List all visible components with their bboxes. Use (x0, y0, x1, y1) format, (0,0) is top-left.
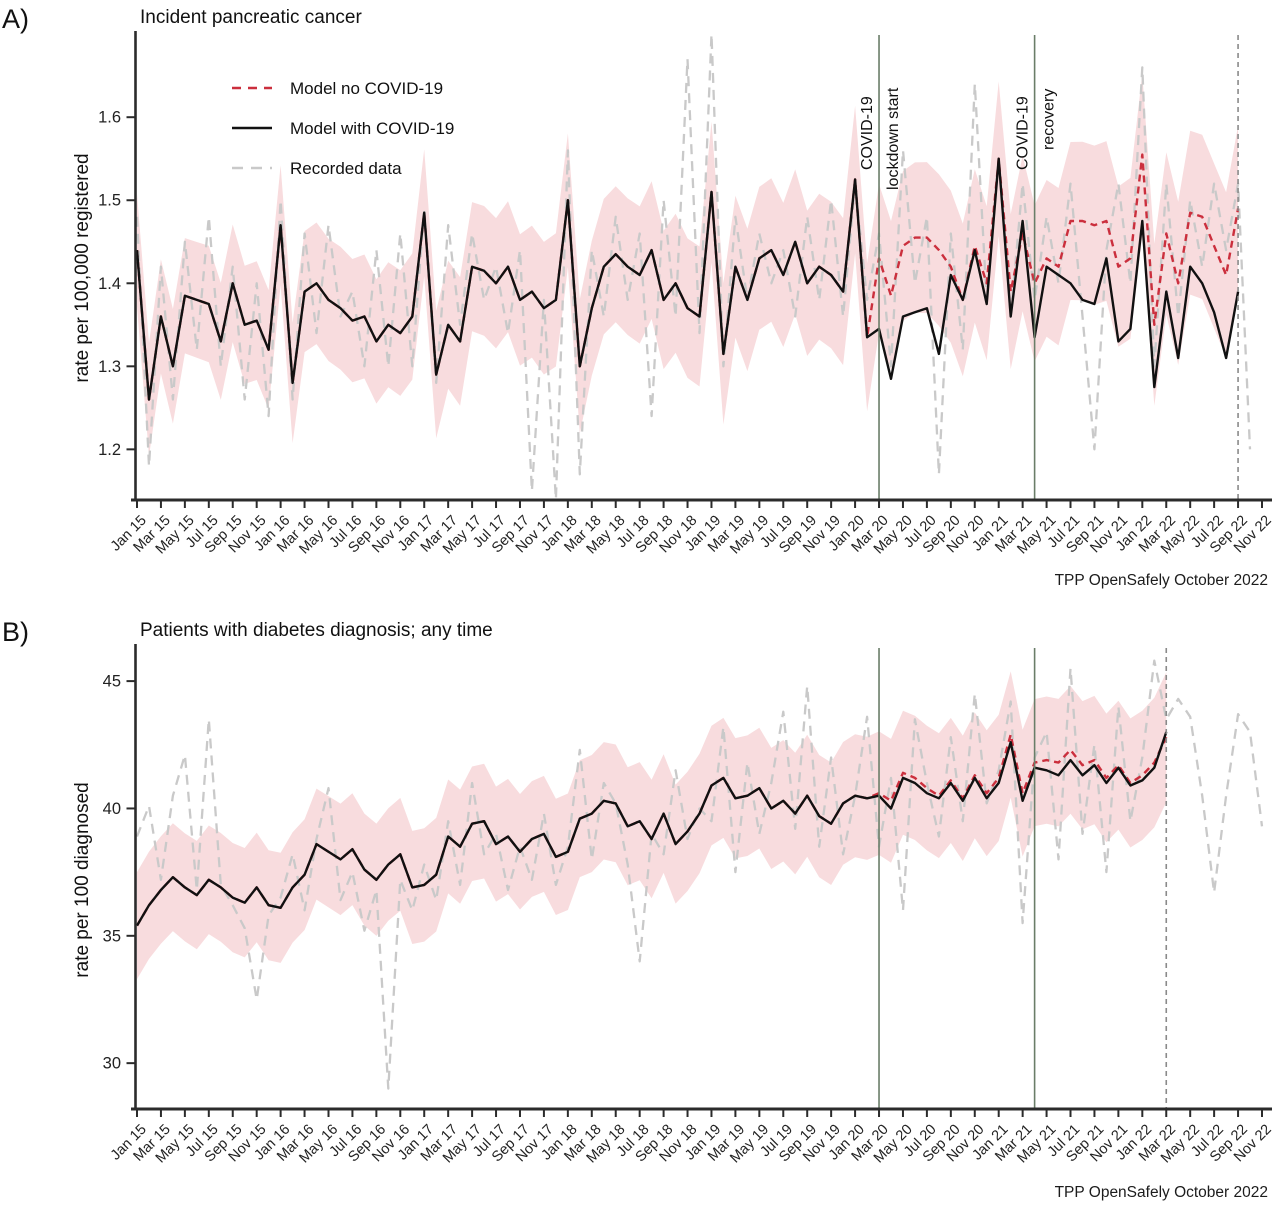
event-annotation: COVID-19 (859, 96, 876, 170)
plot-area (135, 33, 1252, 501)
y-tick-label: 1.4 (98, 275, 121, 293)
y-tick-label: 40 (103, 800, 121, 818)
panel-a-plot: COVID-19 lockdown start COVID-19 recoveryJa… (98, 31, 1275, 557)
panel-b-title: Patients with diabetes diagnosis; any ti… (140, 620, 493, 641)
panel-b-label: B) (2, 617, 29, 647)
legend: Model no COVID-19 Model with COVID-19 Re… (232, 79, 454, 178)
panel-b-source: TPP OpenSafely October 2022 (1055, 1184, 1268, 1201)
y-tick-label: 1.6 (98, 109, 121, 127)
panel-a-source: TPP OpenSafely October 2022 (1055, 572, 1268, 589)
model-with-covid-line (135, 157, 1240, 401)
y-tick-label: 1.3 (98, 358, 121, 376)
y-tick-label: 1.2 (98, 441, 121, 459)
recorded-line (135, 33, 1252, 501)
y-tick-label: 1.5 (98, 192, 121, 210)
y-tick-label: 35 (103, 927, 121, 945)
y-tick-label: 30 (103, 1055, 121, 1073)
panel-b-y-axis-title: rate per 100 diagnosed (72, 782, 93, 977)
panel-a-y-axis-title: rate per 100,000 registered (72, 153, 93, 382)
event-annotation: recovery (1041, 89, 1058, 150)
legend-label-model-no-covid: Model no COVID-19 (290, 79, 443, 98)
model-with-covid-line (135, 731, 1168, 927)
event-annotation: lockdown start (885, 87, 902, 190)
legend-label-recorded: Recorded data (290, 159, 402, 178)
recorded-line (135, 659, 1264, 1090)
panel-a-label: A) (2, 4, 29, 34)
y-tick-label: 45 (103, 673, 121, 691)
legend-label-model-with-covid: Model with COVID-19 (290, 119, 454, 138)
ci-band (137, 671, 1167, 980)
event-annotation: COVID-19 (1015, 96, 1032, 170)
panel-a-title: Incident pancreatic cancer (140, 7, 362, 28)
plot-area (135, 659, 1264, 1090)
